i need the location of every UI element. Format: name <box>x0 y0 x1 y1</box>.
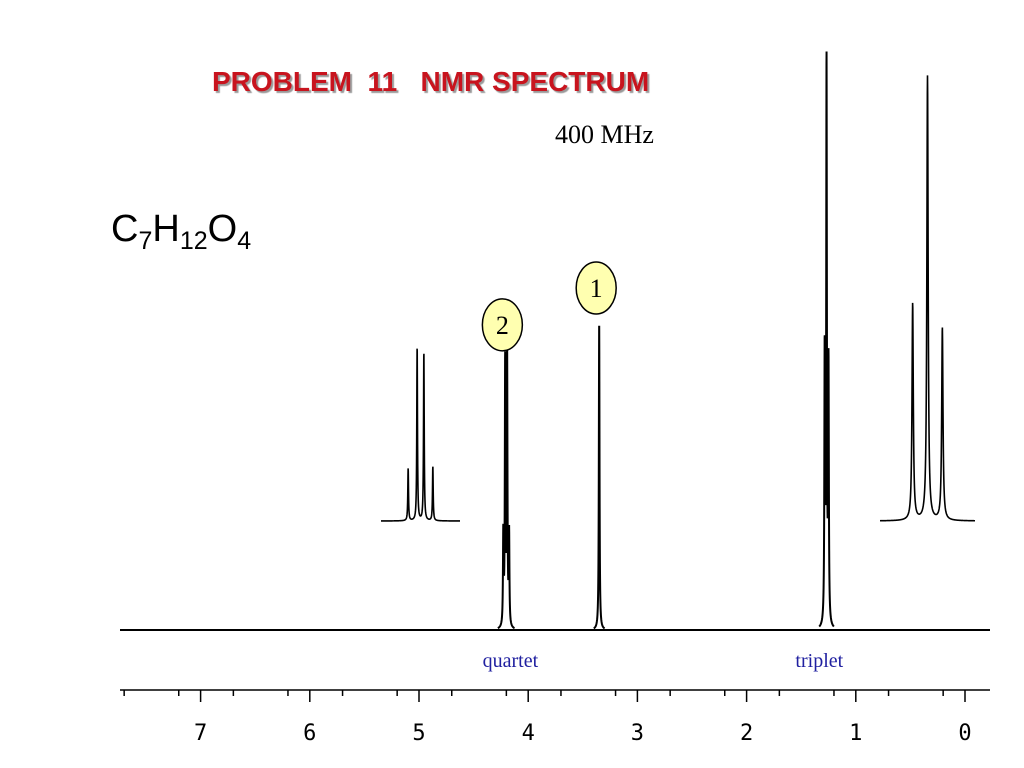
formula-carbon-count: 7 <box>138 227 153 255</box>
formula-carbon: C <box>111 208 139 250</box>
formula-oxygen: O <box>207 208 238 250</box>
ppm-tick-label-4: 4 <box>522 721 535 746</box>
ppm-tick-label-6: 6 <box>303 721 316 746</box>
ppm-tick-label-3: 3 <box>631 721 644 746</box>
molecular-formula: C7H12O4 <box>111 208 251 254</box>
peak-1-badge <box>575 261 617 315</box>
ppm-tick-label-2: 2 <box>740 721 753 746</box>
peak-3-multiplicity: triplet <box>795 650 843 672</box>
ppm-tick-label-5: 5 <box>412 721 425 746</box>
ppm-tick-label-1: 1 <box>849 721 862 746</box>
peak-2-signal <box>497 345 515 630</box>
peak-1-label: 1 <box>590 274 603 303</box>
inset-peak-2 <box>381 348 460 522</box>
ppm-tick-label-0: 0 <box>958 721 971 746</box>
ppm-tick-label-7: 7 <box>194 721 207 746</box>
peak-1-signal <box>593 325 606 630</box>
formula-oxygen-count: 4 <box>237 227 252 255</box>
peak-3-signal <box>818 51 835 628</box>
formula-hydrogen-count: 12 <box>179 227 208 255</box>
formula-hydrogen: H <box>152 208 180 250</box>
peak-2-label: 2 <box>496 311 509 340</box>
spectrometer-frequency: 400 MHz <box>555 120 654 149</box>
peak-2-multiplicity: quartet <box>483 650 539 672</box>
slide-title: PROBLEM 11 NMR SPECTRUM <box>212 66 650 97</box>
inset-peak-3 <box>880 75 975 522</box>
peak-2-badge <box>481 298 524 352</box>
